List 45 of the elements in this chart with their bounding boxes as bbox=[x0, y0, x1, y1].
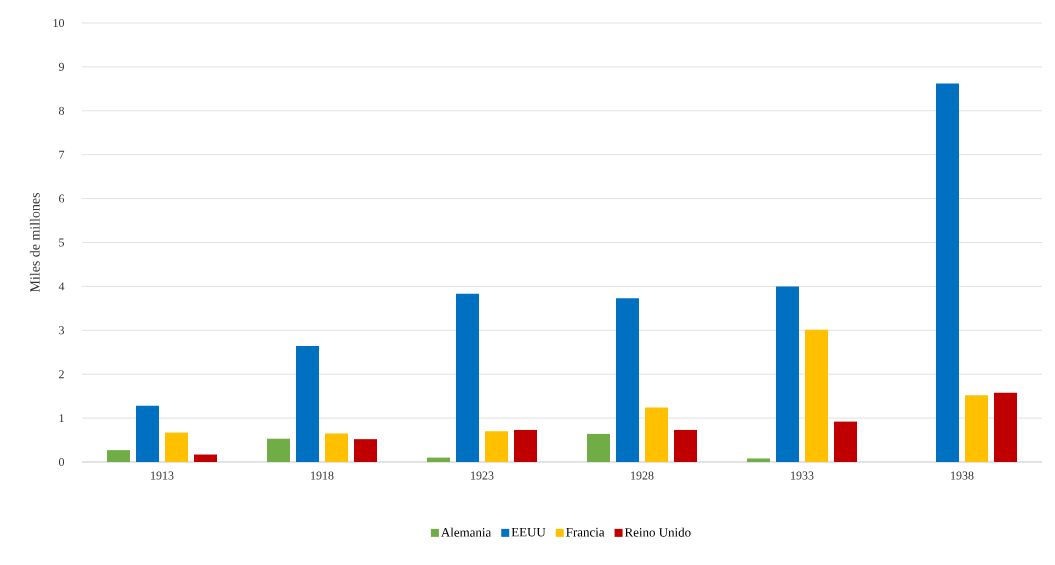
y-axis-title: Miles de millones bbox=[29, 193, 40, 293]
x-tick-label: 1928 bbox=[631, 471, 654, 480]
bar bbox=[805, 329, 829, 462]
x-tick-label: 1938 bbox=[951, 471, 974, 480]
bar bbox=[674, 429, 698, 462]
bar bbox=[514, 429, 538, 462]
legend-label: Alemania bbox=[441, 527, 492, 537]
bar bbox=[587, 433, 611, 462]
x-tick-label: 1933 bbox=[791, 471, 814, 480]
y-tick-label: 8 bbox=[58, 106, 65, 115]
bar bbox=[994, 392, 1018, 462]
bar bbox=[776, 286, 800, 462]
bar bbox=[194, 454, 218, 462]
legend-label: Reino Unido bbox=[624, 527, 691, 537]
bar bbox=[456, 293, 480, 462]
y-tick-label: 9 bbox=[58, 62, 64, 71]
bar bbox=[107, 450, 131, 462]
bar bbox=[296, 346, 320, 462]
y-tick-label: 4 bbox=[58, 282, 65, 291]
y-tick-label: 3 bbox=[59, 326, 65, 335]
x-tick-label: 1923 bbox=[471, 471, 494, 480]
y-tick-label: 1 bbox=[59, 414, 64, 423]
x-tick-label: 1918 bbox=[311, 471, 334, 480]
y-tick-label: 7 bbox=[59, 150, 65, 159]
bar bbox=[165, 432, 189, 462]
x-tick-label: 1913 bbox=[151, 471, 174, 480]
bar bbox=[354, 439, 378, 462]
legend-label: Francia bbox=[566, 527, 605, 537]
bar bbox=[267, 438, 291, 462]
bar bbox=[747, 458, 771, 462]
bar bbox=[136, 405, 160, 462]
bar bbox=[616, 298, 640, 462]
y-tick-label: 0 bbox=[58, 457, 65, 467]
bar bbox=[485, 431, 509, 462]
bar bbox=[427, 457, 451, 462]
bar bbox=[645, 407, 669, 462]
y-tick-label: 2 bbox=[59, 370, 64, 379]
bar bbox=[965, 395, 988, 462]
legend-label: EEUU bbox=[511, 527, 546, 537]
y-tick-label: 6 bbox=[59, 194, 65, 203]
y-tick-label: 10 bbox=[53, 18, 65, 28]
bar bbox=[936, 83, 959, 462]
y-tick-label: 5 bbox=[59, 238, 65, 247]
bar bbox=[325, 433, 349, 462]
bar bbox=[834, 421, 858, 462]
